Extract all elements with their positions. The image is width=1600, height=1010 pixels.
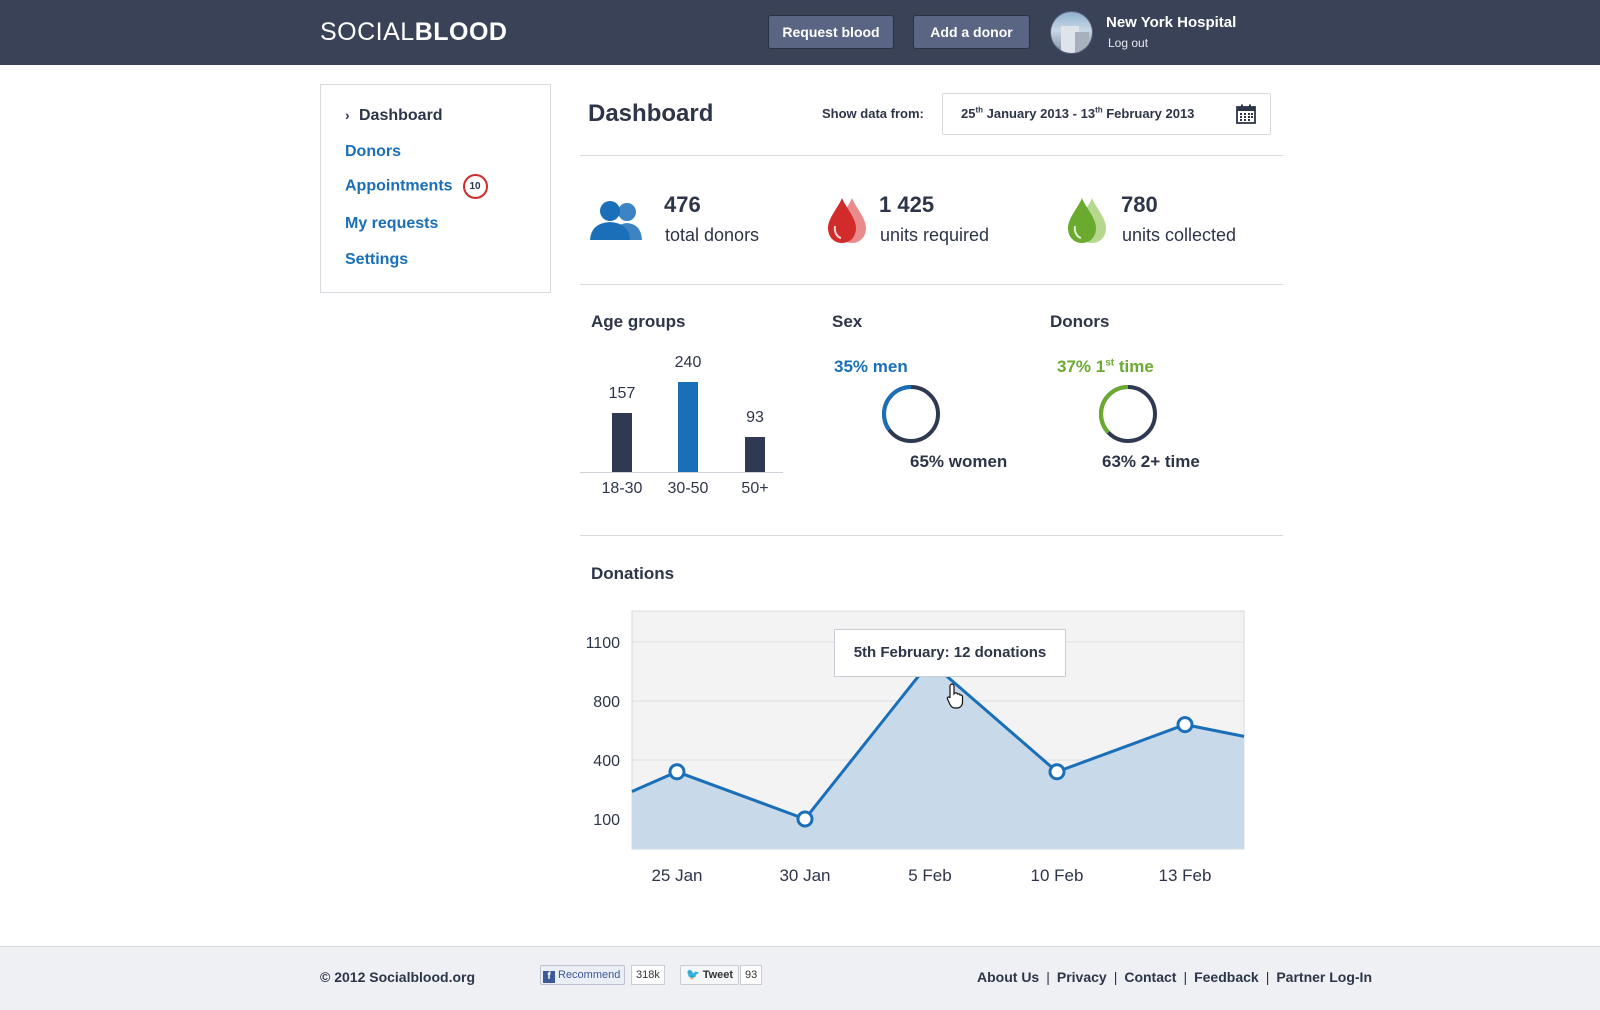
age-bar-category: 18-30 — [601, 480, 643, 497]
chevron-right-icon: › — [345, 107, 350, 123]
facebook-icon: f — [543, 971, 555, 983]
men-percentage-label: 35% men — [834, 357, 908, 376]
age-bar-value: 93 — [746, 409, 764, 427]
hospital-name: New York Hospital — [1106, 14, 1237, 31]
footer-link-about[interactable]: About Us — [977, 969, 1040, 985]
x-tick-label: 13 Feb — [1159, 866, 1212, 885]
y-tick-label: 100 — [593, 812, 620, 829]
footer-link-partner-login[interactable]: Partner Log-In — [1276, 969, 1372, 985]
page-title: Dashboard — [588, 100, 714, 127]
footer-link-contact[interactable]: Contact — [1124, 969, 1177, 985]
calendar-icon[interactable] — [1236, 104, 1256, 124]
tweet-count: 93 — [740, 965, 763, 985]
donation-point-30-Jan[interactable] — [796, 810, 814, 828]
first-time-percentage-label: 37% 1st time — [1057, 357, 1154, 376]
show-data-label: Show data from: — [822, 106, 924, 121]
donors-icon — [590, 201, 642, 240]
x-tick-label: 5 Feb — [908, 866, 951, 885]
sidebar-item-settings[interactable]: Settings — [345, 251, 409, 268]
request-blood-button[interactable]: Request blood — [768, 15, 894, 49]
sex-donut-chart — [882, 385, 940, 443]
donations-tooltip: 5th February: 12 donations — [834, 629, 1066, 677]
age-bar-value: 240 — [674, 354, 702, 371]
footer-separator: | — [1046, 969, 1050, 985]
repeat-donors-percentage-label: 63% 2+ time — [1102, 452, 1200, 471]
divider — [580, 284, 1283, 285]
footer-separator: | — [1183, 969, 1188, 985]
footer-separator: | — [1265, 969, 1270, 985]
socialblood-logo[interactable]: SOCIALBLOOD — [320, 18, 508, 46]
age-bar-category: 30-50 — [667, 480, 709, 497]
y-tick-label: 800 — [593, 694, 620, 711]
logout-link[interactable]: Log out — [1108, 36, 1149, 50]
divider — [580, 535, 1283, 536]
age-bar-30-50 — [678, 382, 698, 472]
x-tick-label: 30 Jan — [779, 866, 830, 885]
date-range-picker[interactable]: 25th January 2013 - 13th February 2013 — [942, 93, 1271, 135]
sidebar-item-dashboard[interactable]: › Dashboard — [345, 107, 443, 124]
donation-point-10-Feb[interactable] — [1048, 763, 1066, 781]
appointments-count-badge: 10 — [462, 174, 488, 199]
facebook-recommend-count: 318k — [631, 965, 665, 985]
top-navigation-bar: SOCIALBLOOD Request blood Add a donor Ne… — [0, 0, 1600, 65]
copyright-text: © 2012 Socialblood.org — [320, 969, 476, 985]
y-tick-label: 400 — [593, 753, 620, 770]
donation-point-13-Feb[interactable] — [1176, 716, 1194, 734]
donations-area-fill — [632, 661, 1244, 849]
total-donors-label: total donors — [665, 225, 760, 245]
donors-type-title: Donors — [1050, 312, 1110, 331]
age-bar-50+ — [745, 437, 765, 472]
age-groups-title: Age groups — [591, 312, 686, 331]
y-tick-label: 1100 — [586, 635, 621, 652]
sidebar-item-my-requests[interactable]: My requests — [345, 215, 439, 232]
sidebar-item-appointments[interactable]: Appointments 10 — [345, 174, 488, 199]
age-bar-18-30 — [612, 413, 632, 472]
footer-link-privacy[interactable]: Privacy — [1056, 969, 1107, 985]
footer-separator: | — [1113, 969, 1118, 985]
women-percentage-label: 65% women — [910, 452, 1008, 471]
footer-links: About Us | Privacy | Contact | Feedback | Partne… — [977, 969, 1372, 985]
twitter-bird-icon: 🐦 — [686, 969, 700, 981]
footer: © 2012 Socialblood.org f Recommend 318k 🐦… — [0, 946, 1600, 1010]
donor-type-donut-chart — [1099, 385, 1157, 443]
units-required-value: 1 425 — [879, 192, 935, 217]
total-donors-value: 476 — [664, 192, 701, 217]
sex-title: Sex — [832, 312, 863, 331]
red-drop-icon — [828, 198, 866, 243]
age-bar-category: 50+ — [741, 480, 769, 497]
units-required-label: units required — [880, 225, 990, 245]
sidebar-item-donors[interactable]: Donors — [345, 143, 401, 160]
hand-cursor-icon — [946, 683, 964, 709]
units-collected-label: units collected — [1122, 225, 1237, 245]
age-axis-line — [580, 472, 783, 473]
green-drop-icon — [1068, 198, 1106, 243]
divider — [580, 155, 1283, 156]
donation-point-25-Jan[interactable] — [668, 763, 686, 781]
men-highlight-arc — [882, 385, 912, 432]
x-tick-label: 10 Feb — [1031, 866, 1084, 885]
donations-title: Donations — [591, 564, 675, 583]
footer-link-feedback[interactable]: Feedback — [1194, 969, 1259, 985]
sidebar-nav: › Dashboard Donors Appointments 10 My requ… — [320, 84, 551, 293]
x-tick-label: 25 Jan — [651, 866, 702, 885]
tweet-button[interactable]: 🐦 Tweet — [680, 965, 740, 985]
add-donor-button[interactable]: Add a donor — [913, 15, 1030, 49]
hospital-avatar[interactable] — [1050, 11, 1093, 54]
first-time-highlight-arc — [1099, 385, 1129, 434]
facebook-recommend-button[interactable]: f Recommend — [540, 965, 626, 985]
age-bar-value: 157 — [608, 385, 636, 403]
units-collected-value: 780 — [1121, 192, 1158, 217]
